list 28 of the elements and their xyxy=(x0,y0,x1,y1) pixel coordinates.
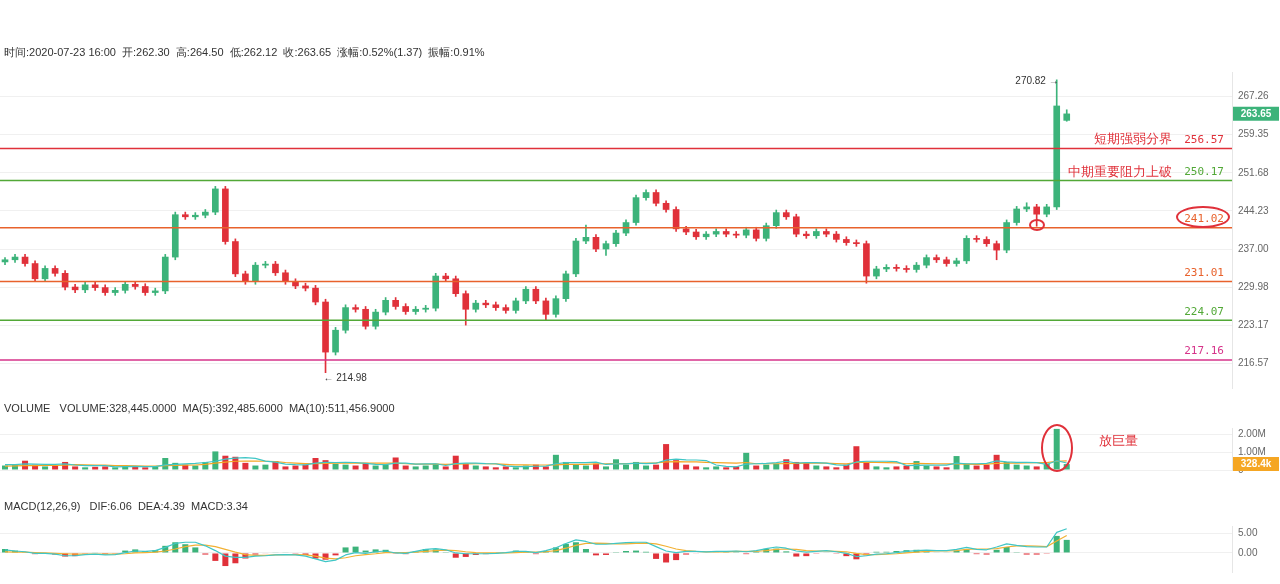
annotation: 短期强弱分界 xyxy=(1094,131,1172,147)
ref-line-label: 231.01 xyxy=(1184,265,1224,279)
ref-line-label: 241.02 xyxy=(1184,212,1224,226)
annotation: ← 214.98 xyxy=(323,372,368,384)
y-tick-label: 223.17 xyxy=(1238,319,1270,331)
y-tick-label: 244.23 xyxy=(1238,204,1270,216)
y-tick-label: 251.68 xyxy=(1238,166,1270,178)
chart-title: 时间:2020-07-23 16:00 开:262.30 高:264.50 低:262.12 收:263.65 涨幅:0.52%(1.37) 振幅:0.91% xyxy=(4,45,485,60)
chart-title: MACD(12,26,9) DIF:6.06 DEA:4.39 MACD:3.34 xyxy=(4,499,248,514)
annotation: 放巨量 xyxy=(1098,432,1138,448)
ref-line-label: 224.07 xyxy=(1184,304,1224,318)
text: 328.4k xyxy=(1240,457,1272,469)
y-tick-label: 216.57 xyxy=(1238,357,1270,369)
y-tick-label: 229.98 xyxy=(1238,280,1270,292)
ref-line-label: 217.16 xyxy=(1184,344,1224,358)
y-tick-label: 237.00 xyxy=(1238,242,1270,254)
annotation: 270.82 → xyxy=(1015,74,1059,86)
ref-line-label: 256.57 xyxy=(1184,132,1224,146)
ref-line-label: 250.17 xyxy=(1184,164,1224,178)
annotation: 中期重要阻力上破 xyxy=(1068,163,1172,179)
text: 263.65 xyxy=(1240,107,1272,119)
y-tick-label: 1.00M xyxy=(1238,445,1266,457)
y-tick-label: 5.00 xyxy=(1238,526,1258,538)
y-tick-label: 0.00 xyxy=(1238,546,1258,558)
y-tick-label: 267.26 xyxy=(1238,90,1270,102)
chart-title: VOLUME VOLUME:328,445.0000 MA(5):392,485.6000 MA(10):511,456.9000 xyxy=(4,401,395,416)
y-tick-label: 259.35 xyxy=(1238,128,1270,140)
y-tick-label: 2.00M xyxy=(1238,428,1266,440)
